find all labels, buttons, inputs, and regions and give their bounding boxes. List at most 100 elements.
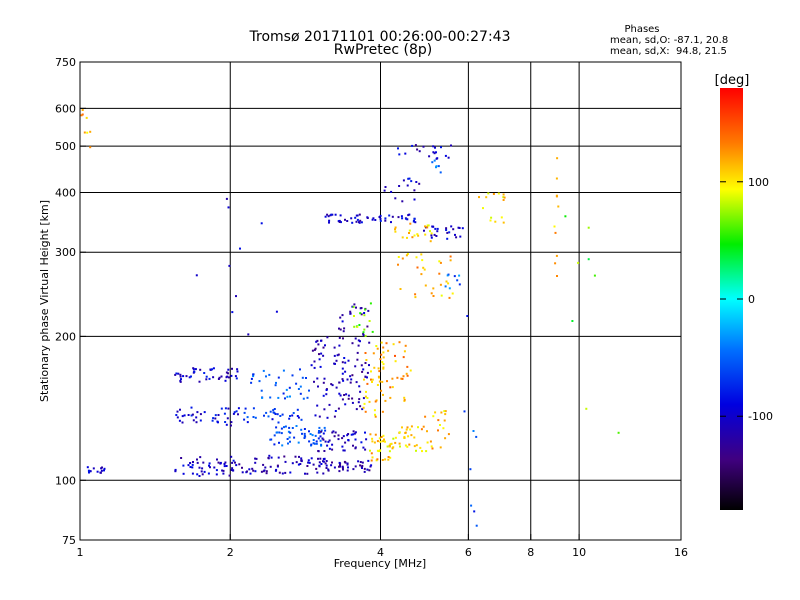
data-point [320,339,322,342]
data-point [192,419,195,422]
data-point [380,389,383,392]
data-point [246,470,248,473]
data-point [222,469,225,472]
data-point [252,407,255,410]
data-point [92,467,95,470]
data-point [470,504,473,507]
data-point [324,440,327,443]
data-point [364,375,367,378]
data-point [358,213,361,216]
data-point [224,407,227,410]
data-point [275,468,278,471]
data-point [502,193,505,196]
data-point [387,458,390,461]
data-point [444,413,447,416]
data-point [278,471,281,474]
data-point [405,217,408,220]
data-point [413,445,416,448]
data-point [196,458,198,461]
data-point [236,368,239,371]
data-point [394,441,397,444]
data-point [103,467,106,470]
data-point [317,431,320,434]
data-point [402,179,405,182]
data-point [341,314,344,317]
data-point [362,331,365,334]
data-point [368,341,371,344]
data-point [404,431,407,434]
data-point [555,177,558,180]
data-point [264,466,267,469]
data-point [385,342,388,345]
data-point [244,407,247,410]
data-point [352,433,355,436]
data-point [409,428,412,431]
data-point [439,446,442,449]
data-point [478,196,480,199]
data-point [325,460,328,462]
data-point [415,444,418,447]
data-point [434,227,437,230]
data-point [191,472,194,475]
data-point [429,440,432,443]
data-point [320,430,323,433]
data-point [437,429,439,432]
data-point [370,452,373,455]
plot-frame [79,61,682,541]
data-point [103,469,105,472]
data-point [367,459,370,462]
data-point [466,315,469,317]
data-point [333,415,336,418]
data-point [306,396,309,399]
data-point [331,461,333,464]
data-point [286,395,289,398]
data-point [556,275,558,277]
data-point [362,368,365,371]
data-point [325,464,328,467]
data-point [318,464,321,467]
data-point [333,354,336,357]
data-point [339,464,341,467]
data-point [222,472,225,475]
data-point [349,310,352,313]
data-point [418,150,421,153]
data-point [275,310,278,313]
data-point [380,353,383,356]
data-point [267,456,270,459]
data-point [341,361,344,364]
x-tick-labels: 1 2 4 6 8 10 16 [77,546,689,559]
data-point [414,296,417,299]
data-point [338,344,341,347]
data-point [260,470,263,473]
data-point [431,161,434,164]
data-point [268,454,271,457]
data-point [351,397,354,400]
data-point [262,463,265,466]
data-point [249,472,252,475]
data-point [424,284,427,287]
data-point [335,386,338,389]
data-point [356,358,359,361]
data-point [212,367,215,370]
data-point [411,236,414,239]
data-point [408,443,411,446]
data-point [325,467,328,469]
data-point [362,446,365,449]
data-point [270,456,273,459]
data-point [401,236,404,239]
data-point [394,226,397,229]
data-point [343,394,346,396]
data-point [446,237,449,240]
data-point [403,398,406,401]
data-point [310,364,313,367]
data-point [463,410,466,413]
data-point [317,450,320,452]
data-point [446,231,449,234]
data-point [390,442,393,445]
data-point [376,458,379,461]
data-point [322,394,325,397]
data-point [445,280,448,283]
data-point [318,431,321,434]
data-point [389,386,392,389]
data-point [354,365,357,368]
